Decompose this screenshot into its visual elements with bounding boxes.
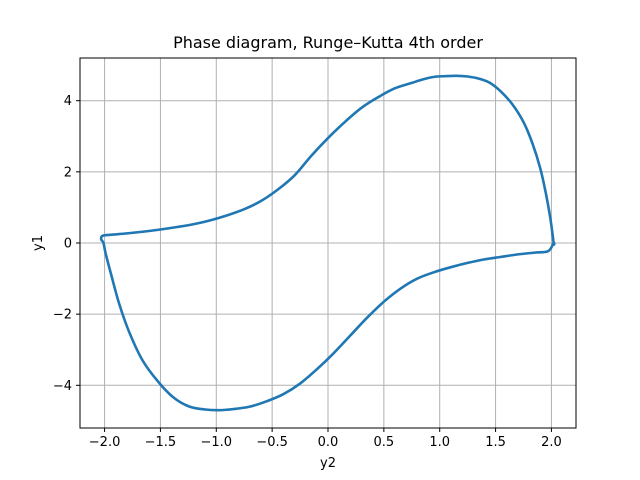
x-tick-label: 1.0 xyxy=(429,435,450,450)
axis-ticks: −2.0 −1.5 −1.0 −0.5 0.0 0.5 1.0 1.5 2.0 −4 −2 0 2 4 xyxy=(53,94,562,450)
x-tick-label: −0.5 xyxy=(256,435,288,450)
x-axis-label: y2 xyxy=(320,456,336,471)
y-axis-label: y1 xyxy=(31,235,46,251)
x-tick-label: 0.5 xyxy=(374,435,395,450)
y-tick-label: −2 xyxy=(53,308,72,323)
chart-title: Phase diagram, Runge–Kutta 4th order xyxy=(173,33,483,52)
phase-orbit-line xyxy=(99,74,556,412)
y-tick-label: 4 xyxy=(64,94,72,109)
x-tick-label: −2.0 xyxy=(89,435,121,450)
plot-area xyxy=(99,74,556,412)
y-tick-label: −4 xyxy=(53,379,72,394)
x-tick-label: 1.5 xyxy=(485,435,506,450)
x-tick-label: 0.0 xyxy=(318,435,339,450)
y-tick-label: 2 xyxy=(64,165,72,180)
x-tick-label: 2.0 xyxy=(541,435,562,450)
x-tick-label: −1.0 xyxy=(200,435,232,450)
y-tick-label: 0 xyxy=(64,237,72,252)
x-tick-label: −1.5 xyxy=(145,435,177,450)
grid xyxy=(80,58,576,428)
